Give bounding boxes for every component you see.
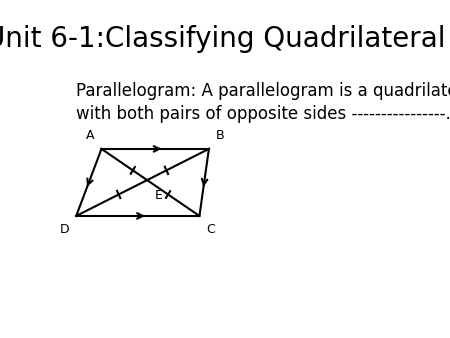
- Text: Parallelogram: A parallelogram is a quadrilateral: Parallelogram: A parallelogram is a quad…: [76, 82, 450, 100]
- Text: with both pairs of opposite sides ----------------.: with both pairs of opposite sides ------…: [76, 105, 450, 123]
- Text: E: E: [155, 189, 163, 202]
- Text: C: C: [207, 223, 215, 236]
- Text: Unit 6-1:Classifying Quadrilateral: Unit 6-1:Classifying Quadrilateral: [0, 25, 446, 53]
- Text: D: D: [60, 223, 69, 236]
- Text: A: A: [86, 128, 94, 142]
- Text: B: B: [216, 128, 225, 142]
